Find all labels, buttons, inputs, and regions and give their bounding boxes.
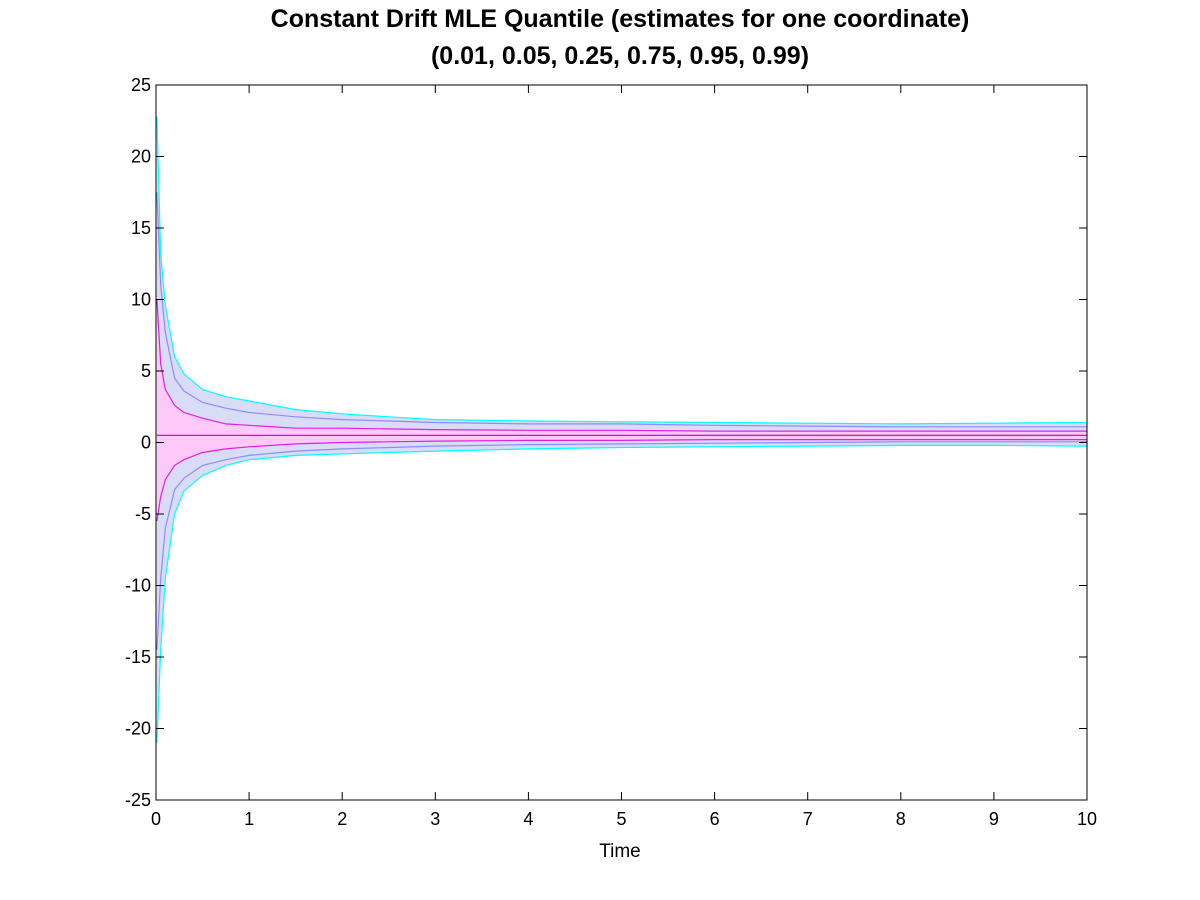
y-tick-label: -25	[125, 790, 151, 810]
y-tick-label: 10	[131, 290, 151, 310]
x-tick-label: 0	[151, 809, 161, 829]
outer-quantile-band	[156, 116, 1087, 743]
y-tick-label: -15	[125, 647, 151, 667]
x-tick-label: 6	[710, 809, 720, 829]
y-axis-ticks: 25 20 15 10 5 0 -5 -10 -15 -20 -25	[125, 75, 1087, 810]
y-tick-label: -10	[125, 576, 151, 596]
quantile-bands	[156, 116, 1087, 743]
quantile-lines	[156, 116, 1088, 743]
x-tick-label: 2	[337, 809, 347, 829]
x-tick-label: 7	[803, 809, 813, 829]
x-tick-label: 5	[616, 809, 626, 829]
quantile-line-0-99	[156, 116, 1088, 425]
x-axis-label: Time	[599, 841, 641, 862]
y-tick-label: 5	[141, 361, 151, 381]
quantile-line-0-05	[156, 441, 1087, 650]
y-tick-label: 25	[131, 75, 151, 95]
y-tick-label: -5	[135, 504, 151, 524]
chart-subtitle: (0.01, 0.05, 0.25, 0.75, 0.95, 0.99)	[431, 42, 809, 70]
quantile-line-0-01	[156, 444, 1088, 743]
x-tick-label: 10	[1077, 809, 1097, 829]
x-tick-label: 8	[896, 809, 906, 829]
quantile-line-0-95	[156, 192, 1087, 428]
x-tick-label: 1	[244, 809, 254, 829]
y-tick-label: 15	[131, 218, 151, 238]
x-tick-label: 9	[989, 809, 999, 829]
quantile-line-0-75	[156, 299, 1087, 432]
x-axis-ticks: 0 1 2 3 4 5 6 7 8 9 10	[151, 85, 1097, 829]
y-tick-label: 0	[141, 433, 151, 453]
x-tick-label: 3	[430, 809, 440, 829]
x-tick-label: 4	[523, 809, 533, 829]
y-tick-label: 20	[131, 147, 151, 167]
chart-title: Constant Drift MLE Quantile (estimates f…	[271, 5, 970, 33]
quantile-line-0-25	[156, 439, 1087, 522]
y-tick-label: -20	[125, 719, 151, 739]
